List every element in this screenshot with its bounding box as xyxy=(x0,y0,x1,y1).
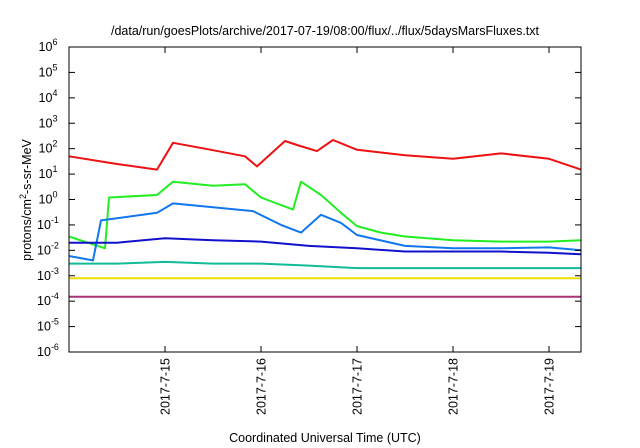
x-tick-label-0: 2017-7-15 xyxy=(159,358,173,415)
y-tick-label-3: 10-3 xyxy=(37,266,59,283)
y-tick-label-2: 10-4 xyxy=(37,291,59,308)
series-line-4 xyxy=(69,260,581,270)
y-axis-label-main: protons/cm xyxy=(20,199,34,261)
y-tick-label-7: 101 xyxy=(39,164,58,181)
x-axis: 2017-7-15 2017-7-16 2017-7-17 2017-7-18 2017… xyxy=(159,47,557,415)
y-axis: 10-6 10-5 10-4 10-3 10-2 10-1 100 101 102 103 104 1… xyxy=(37,37,581,359)
y-tick-label-0: 10-6 xyxy=(37,342,59,359)
y-axis-label: protons/cm2-s-sr-MeV xyxy=(18,138,34,260)
y-tick-label-12: 106 xyxy=(39,37,58,54)
y-axis-label-tail: -s-sr-MeV xyxy=(20,138,34,194)
x-tick-label-4: 2017-7-19 xyxy=(543,358,557,415)
series-layer xyxy=(68,139,582,298)
y-tick-label-10: 104 xyxy=(39,88,58,105)
series-line-2 xyxy=(68,202,582,262)
series-line-1 xyxy=(68,180,582,250)
y-tick-label-5: 10-1 xyxy=(37,215,59,232)
series-line-0 xyxy=(68,139,582,171)
y-tick-label-9: 103 xyxy=(39,113,58,130)
x-axis-label: Coordinated Universal Time (UTC) xyxy=(229,431,421,445)
y-axis-label-sup: 2 xyxy=(18,194,28,199)
y-tick-label-1: 10-5 xyxy=(37,317,59,334)
x-tick-label-1: 2017-7-16 xyxy=(255,358,269,415)
y-tick-label-8: 102 xyxy=(39,139,58,156)
y-tick-label-4: 10-2 xyxy=(37,240,59,257)
x-tick-label-3: 2017-7-18 xyxy=(447,358,461,415)
x-tick-label-2: 2017-7-17 xyxy=(351,358,365,415)
y-tick-label-6: 100 xyxy=(39,190,58,207)
chart-title: /data/run/goesPlots/archive/2017-07-19/0… xyxy=(111,24,540,38)
series-line-3 xyxy=(69,237,582,256)
y-tick-label-11: 105 xyxy=(39,62,58,79)
